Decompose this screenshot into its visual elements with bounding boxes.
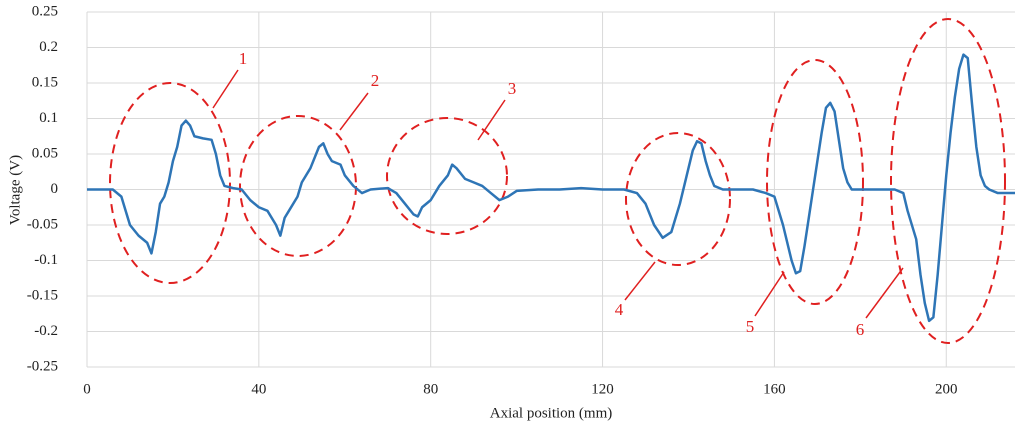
y-tick-label: 0 [51,181,59,197]
x-tick-label: 120 [591,381,614,397]
annotation: 5 [746,317,755,336]
ellipse [239,115,357,257]
annotation: 3 [508,79,517,98]
ellipse [625,132,731,266]
y-tick-label: 0.1 [39,110,58,126]
x-tick-label: 0 [83,381,91,397]
annotation: 1 [239,49,248,68]
leader-line [754,271,785,317]
y-axis-title: Voltage (V) [7,155,23,225]
y-tick-label: -0.05 [27,216,58,232]
annotation: 4 [615,300,624,319]
annotation: 2 [371,71,380,90]
y-tick-label: -0.1 [34,252,58,268]
x-tick-label: 80 [423,381,438,397]
ellipse [890,18,1006,344]
ellipse [109,82,231,284]
leader-line [624,261,656,301]
leader-line [477,99,506,141]
x-tick-label: 40 [251,381,266,397]
x-tick-label: 200 [935,381,958,397]
y-tick-label: -0.2 [34,323,58,339]
annotation: 6 [856,320,865,339]
data-line [87,53,1015,323]
y-tick-label: -0.25 [27,358,58,374]
y-tick-label: -0.15 [27,287,58,303]
x-axis-title: Axial position (mm) [490,405,613,421]
ellipse [386,117,508,235]
leader-line [865,267,904,319]
y-tick-label: 0.15 [32,74,58,90]
y-tick-label: 0.05 [32,145,58,161]
y-tick-label: 0.2 [39,39,58,55]
x-tick-label: 160 [763,381,786,397]
ellipse [766,59,864,305]
highlight-ellipses [109,18,1006,344]
leader-line [212,69,239,109]
leader-line [339,92,369,131]
y-tick-label: 0.25 [32,3,58,19]
